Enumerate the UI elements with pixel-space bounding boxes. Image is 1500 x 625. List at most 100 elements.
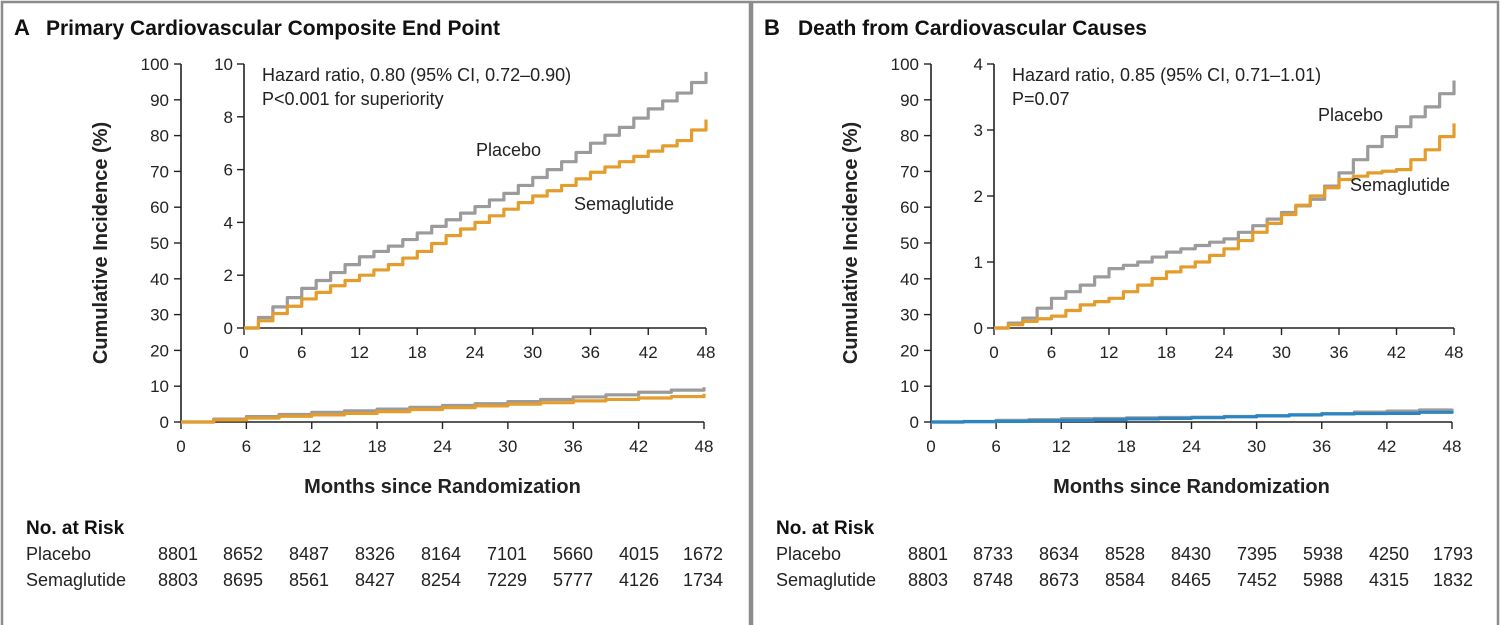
panel-b-risk-value: 1832	[1433, 570, 1473, 590]
panel-b-ylabel: Cumulative Incidence (%)	[840, 122, 862, 364]
panel-b-inset-xtick-label: 36	[1330, 343, 1349, 362]
panel-a-risk-value: 8427	[355, 570, 395, 590]
panel-a-risk-value: 5777	[553, 570, 593, 590]
panel-b-main-xtick-label: 30	[1247, 437, 1266, 456]
panel-b-risk-value: 8801	[908, 544, 948, 564]
panel-b-main-ytick-label: 40	[900, 270, 919, 289]
panel-a-inset-line-placebo	[244, 71, 708, 330]
panel-b-main-xtick-label: 42	[1377, 437, 1396, 456]
panel-b-risk-value: 7395	[1237, 544, 1277, 564]
panel-b-frame	[750, 0, 1500, 625]
panel-a-inset-xtick-label: 30	[523, 343, 542, 362]
panel-b-main-ytick-label: 0	[910, 413, 919, 432]
panel-b-main-xtick-label: 36	[1312, 437, 1331, 456]
panel-a-main-xtick-label: 30	[498, 437, 517, 456]
panel-b-risk-row-label: Semaglutide	[776, 570, 876, 590]
panel-b-risk-value: 8748	[973, 570, 1013, 590]
panel-b-legend-placebo: Placebo	[1318, 105, 1383, 125]
panel-a-main-ytick-label: 30	[150, 306, 169, 325]
panel-b-main-line-semaglutide	[931, 410, 1454, 424]
panel-a-inset-ytick-label: 0	[224, 319, 233, 338]
panel-a-risk-value: 1672	[683, 544, 723, 564]
panel-b-risk-value: 8465	[1171, 570, 1211, 590]
panel-a-main-xtick-label: 24	[433, 437, 452, 456]
panel-b-risk-value: 8673	[1039, 570, 1079, 590]
panel-b-risk-value: 4250	[1369, 544, 1409, 564]
panel-b-annotation-line: Hazard ratio, 0.85 (95% CI, 0.71–1.01)	[1012, 65, 1321, 85]
panel-b-inset-ytick-label: 2	[974, 187, 983, 206]
panel-a-ylabel: Cumulative Incidence (%)	[90, 122, 112, 364]
panel-b-risk-value: 8430	[1171, 544, 1211, 564]
panel-a-inset-xtick-label: 0	[239, 343, 248, 362]
panel-b-main-xtick-label: 24	[1182, 437, 1201, 456]
panel-b-risk-value: 8584	[1105, 570, 1145, 590]
panel-a-main-line-semaglutide	[181, 393, 706, 424]
panel-b-inset-xtick-label: 18	[1157, 343, 1176, 362]
panel-a-inset-xtick-label: 24	[466, 343, 485, 362]
panel-a-risk-value: 8487	[289, 544, 329, 564]
panel-b: B Death from Cardiovascular Causes0102030…	[764, 15, 1473, 590]
panel-a-risk-heading: No. at Risk	[26, 518, 125, 539]
panel-a-frame	[0, 0, 752, 625]
panel-a-risk-value: 8803	[158, 570, 198, 590]
panel-b-risk-row-label: Placebo	[776, 544, 841, 564]
panel-a-inset-ytick-label: 4	[224, 213, 233, 232]
panel-b-inset-ytick-label: 3	[974, 121, 983, 140]
panel-a-risk-value: 8254	[421, 570, 461, 590]
panel-a-main-xtick-label: 6	[242, 437, 251, 456]
panel-a-risk-value: 8561	[289, 570, 329, 590]
panel-b-title: Death from Cardiovascular Causes	[798, 17, 1147, 40]
panel-a-main-ytick-label: 0	[160, 413, 169, 432]
panel-a-inset-xtick-label: 36	[581, 343, 600, 362]
panel-b-inset-ytick-label: 0	[974, 319, 983, 338]
panel-b-inset-line-semaglutide	[994, 123, 1456, 330]
panel-b-inset-ytick-label: 1	[974, 253, 983, 272]
panel-a-risk-value: 5660	[553, 544, 593, 564]
panel-b-main-xtick-label: 48	[1443, 437, 1462, 456]
panel-a-main-xtick-label: 12	[302, 437, 321, 456]
panel-a-inset-xtick-label: 18	[408, 343, 427, 362]
panel-a-letter: A	[14, 15, 30, 40]
panel-a-risk-value: 7101	[487, 544, 527, 564]
panel-a-risk-value: 4015	[619, 544, 659, 564]
panel-b-inset-xtick-label: 12	[1100, 343, 1119, 362]
panel-a-inset-xtick-label: 6	[297, 343, 306, 362]
panel-a-main-ytick-label: 80	[150, 127, 169, 146]
panel-a-inset-ytick-label: 2	[224, 266, 233, 285]
panel-b-risk-heading: No. at Risk	[776, 518, 875, 539]
panel-a-main-ytick-label: 100	[141, 55, 169, 74]
panel-a-legend-placebo: Placebo	[476, 140, 541, 160]
panel-b-inset-xtick-label: 0	[989, 343, 998, 362]
panel-a-inset-ytick-label: 8	[224, 108, 233, 127]
panel-b-risk-value: 5988	[1303, 570, 1343, 590]
panel-a-main-ytick-label: 40	[150, 270, 169, 289]
panel-b-inset-xtick-label: 48	[1445, 343, 1464, 362]
panel-a-risk-value: 8801	[158, 544, 198, 564]
panel-a-risk-value: 4126	[619, 570, 659, 590]
panel-a-title: Primary Cardiovascular Composite End Poi…	[46, 17, 500, 40]
panel-a-inset-xtick-label: 12	[350, 343, 369, 362]
panel-b-inset-ytick-label: 4	[974, 55, 983, 74]
panel-b-main-ytick-label: 30	[900, 306, 919, 325]
panel-a-inset-xtick-label: 42	[639, 343, 658, 362]
panel-a: A Primary Cardiovascular Composite End Po…	[14, 15, 723, 590]
panel-b-xlabel: Months since Randomization	[1053, 476, 1330, 498]
panel-a-main-ytick-label: 20	[150, 341, 169, 360]
panel-b-inset-xtick-label: 42	[1387, 343, 1406, 362]
panel-a-risk-row-label: Placebo	[26, 544, 91, 564]
panel-b-risk-value: 7452	[1237, 570, 1277, 590]
panel-a-legend-semaglutide: Semaglutide	[574, 194, 674, 214]
panel-a-main-xtick-label: 18	[368, 437, 387, 456]
panel-a-risk-row-label: Semaglutide	[26, 570, 126, 590]
panel-b-risk-value: 5938	[1303, 544, 1343, 564]
panel-b-annotation-line: P=0.07	[1012, 89, 1070, 109]
panel-b-risk-value: 8528	[1105, 544, 1145, 564]
panel-a-risk-value: 7229	[487, 570, 527, 590]
panel-b-inset-line-placebo	[994, 80, 1456, 330]
panel-a-main-xtick-label: 0	[176, 437, 185, 456]
panel-a-risk-value: 8652	[223, 544, 263, 564]
panel-a-main-xtick-label: 42	[629, 437, 648, 456]
panel-b-main-ytick-label: 10	[900, 377, 919, 396]
panel-a-inset-line-semaglutide	[244, 119, 708, 330]
